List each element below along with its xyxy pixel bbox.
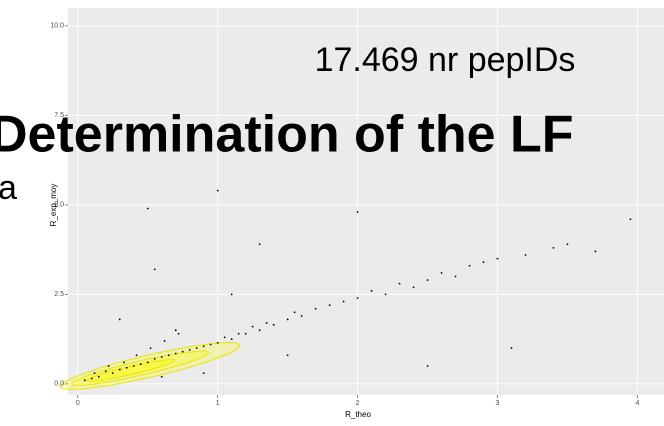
point [230,338,233,341]
point [174,329,177,332]
point [454,275,457,278]
slide-subtitle: 17.469 nr pepIDs [315,41,576,79]
point [160,375,163,378]
contour [59,342,241,390]
point [286,318,289,321]
point [496,257,499,260]
point [153,357,156,360]
point [314,307,317,310]
point [177,332,180,335]
point [342,300,345,303]
y-tick-label: 5.0 [54,202,64,209]
text-fragment: a [0,169,17,207]
point [594,250,597,253]
x-tick-label: 2 [356,400,360,407]
x-tick-label: 1 [216,400,220,407]
point [384,293,387,296]
point [195,347,198,350]
point [146,361,149,364]
x-tick-label: 4 [635,400,639,407]
y-tick-label: 10.0 [50,23,64,30]
x-tick-label: 3 [496,400,500,407]
point [258,329,261,332]
point [440,272,443,274]
point [426,365,429,367]
point [209,343,212,346]
y-tick-label: 7.5 [54,112,64,119]
point [202,345,205,348]
point [370,289,373,292]
point [398,282,401,285]
y-tick-label: 2.5 [54,291,64,298]
axes: 0.0 2.5 5.0 7.5 10.0 0 1 2 3 4 [50,23,639,407]
point [174,352,177,355]
y-tick-label: 0.0 [54,381,64,388]
point [251,325,254,328]
point [468,264,471,267]
point [272,323,275,326]
point [188,348,191,351]
point [135,354,138,357]
point [356,297,359,299]
point [510,347,513,350]
point [328,304,331,307]
point [181,350,184,353]
point [153,268,156,271]
point [104,370,107,373]
grid [68,8,664,395]
point [300,314,303,317]
point [230,293,233,296]
point [160,356,163,358]
density-contours [59,342,241,390]
point [83,379,86,382]
point [202,372,205,375]
point [286,354,289,357]
contour [71,350,209,386]
point [167,354,170,357]
point [118,318,121,321]
point [163,340,166,342]
point [552,246,555,249]
plot-panel [68,8,664,395]
point [524,254,527,256]
point [146,207,149,210]
point [482,261,485,264]
point [216,189,219,192]
point [426,279,429,281]
point [132,365,135,367]
point [139,363,142,366]
x-axis-label: R_theo [345,410,371,419]
point [118,368,121,371]
point [90,377,93,380]
point [629,218,632,221]
slide-title: Determination of the LF [0,106,574,164]
point [149,347,152,350]
point [566,243,569,246]
point [123,361,125,364]
point [356,211,359,213]
point [244,332,247,335]
point [125,366,128,369]
point [265,322,268,324]
point [93,372,96,375]
point [223,336,226,339]
points [83,189,632,382]
point [293,311,296,314]
x-tick-label: 0 [76,400,80,407]
point [237,332,240,335]
point [111,372,114,375]
point [97,375,100,378]
point [412,286,415,289]
point [107,365,110,367]
contour [86,359,175,382]
y-axis-label: R_exp_moy [49,184,58,227]
point [258,243,261,246]
point [216,341,219,344]
